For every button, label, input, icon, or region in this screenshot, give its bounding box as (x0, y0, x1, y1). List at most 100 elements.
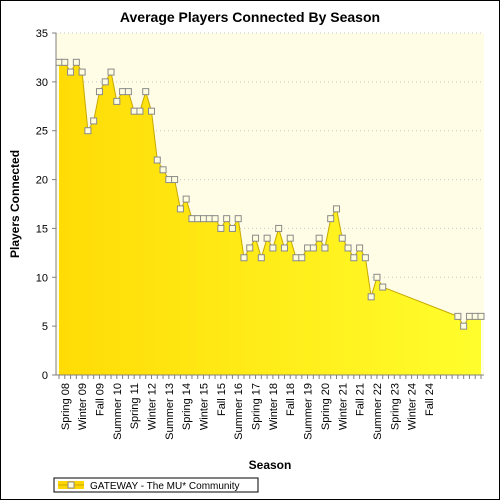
x-tick-label: Winter 09 (77, 383, 89, 430)
data-point (130, 107, 138, 115)
y-tick-label: 15 (36, 223, 48, 235)
series-line-segment (237, 218, 245, 258)
data-point (101, 78, 109, 86)
data-point (257, 254, 265, 262)
data-point (223, 215, 231, 223)
series-line-segment (81, 72, 89, 131)
legend-marker (67, 481, 75, 489)
y-axis-label: Players Connected (8, 150, 22, 258)
data-point (269, 244, 277, 252)
data-point (454, 312, 462, 320)
x-tick-label: Fall 15 (216, 383, 228, 416)
data-point (217, 224, 225, 232)
series-area (59, 62, 481, 376)
data-point (55, 58, 63, 66)
x-tick-label: Summer 22 (372, 383, 384, 440)
data-point (275, 224, 283, 232)
series-line-segment (174, 179, 181, 209)
data-point (280, 244, 288, 252)
data-point (124, 88, 132, 96)
data-point (304, 244, 312, 252)
data-point (113, 97, 121, 105)
data-point (465, 312, 473, 320)
y-tick-label: 25 (36, 126, 48, 138)
data-point (188, 215, 196, 223)
data-point (153, 156, 161, 164)
series-line-segment (364, 257, 372, 297)
x-tick-label: Fall 24 (424, 383, 436, 416)
y-tick-label: 35 (36, 28, 48, 40)
data-point (471, 312, 479, 320)
y-tick-label: 10 (36, 272, 48, 284)
x-tick-label: Winter 12 (146, 383, 158, 430)
x-tick-label: Spring 11 (129, 383, 141, 429)
x-tick-label: Winter 18 (268, 383, 280, 430)
data-point (165, 176, 173, 184)
data-point (107, 68, 115, 76)
data-point (95, 88, 103, 96)
data-point (119, 88, 127, 96)
x-tick-label: Fall 18 (285, 383, 297, 416)
series-line-segment (335, 208, 343, 239)
legend: GATEWAY - The MU* Community (53, 477, 259, 493)
x-axis-label: Season (249, 458, 292, 472)
data-point (182, 195, 190, 203)
data-point (240, 254, 248, 262)
x-tick-label: Summer 16 (233, 383, 245, 440)
data-point (327, 215, 335, 223)
x-tick-label: Summer 19 (303, 383, 315, 440)
data-point (136, 107, 144, 115)
data-point (338, 234, 346, 242)
x-tick-label: Summer 13 (164, 383, 176, 440)
data-point (350, 254, 358, 262)
legend-series-label: GATEWAY - The MU* Community (90, 481, 239, 492)
data-point (315, 234, 323, 242)
data-point (194, 215, 202, 223)
data-point (78, 68, 86, 76)
series-line-segment (150, 111, 158, 161)
data-point (205, 215, 213, 223)
data-point (356, 244, 364, 252)
data-point (200, 215, 208, 223)
series-line-segment (93, 91, 100, 122)
y-tick-label: 30 (36, 77, 48, 89)
data-point (67, 68, 75, 76)
data-point (321, 244, 329, 252)
series-line-segment (110, 71, 118, 102)
data-point (72, 58, 80, 66)
data-point (90, 117, 98, 125)
x-tick-label: Spring 08 (60, 383, 72, 430)
x-tick-label: Winter 21 (337, 383, 349, 430)
x-axis-ticks: Spring 08 Winter 09 Fall 09 Summer 10 Spring… (58, 375, 482, 440)
data-point (477, 312, 485, 320)
x-tick-label: Summer 10 (112, 383, 124, 440)
series-line-segment (324, 218, 332, 249)
x-tick-label: Winter 15 (199, 383, 211, 430)
data-point (263, 234, 271, 242)
data-point (228, 224, 236, 232)
data-point (292, 254, 300, 262)
data-point (159, 166, 167, 174)
data-point (147, 107, 155, 115)
data-point (61, 58, 69, 66)
data-point (176, 205, 184, 213)
data-point (367, 293, 375, 301)
x-tick-label: Fall 21 (355, 383, 367, 416)
x-tick-label: Spring 17 (251, 383, 263, 430)
data-point (460, 322, 468, 330)
data-point (234, 215, 242, 223)
data-point (344, 244, 352, 252)
y-tick-label: 0 (42, 370, 48, 382)
data-point (332, 205, 340, 213)
x-tick-label: Spring 20 (320, 383, 332, 430)
data-point (286, 234, 294, 242)
x-tick-label: Spring 23 (389, 383, 401, 430)
data-point (84, 127, 92, 135)
legend-box (53, 477, 259, 493)
series-line-segment (382, 286, 459, 317)
data-point (373, 273, 381, 281)
y-tick-label: 20 (36, 175, 48, 187)
data-point (361, 254, 369, 262)
data-point (211, 215, 219, 223)
